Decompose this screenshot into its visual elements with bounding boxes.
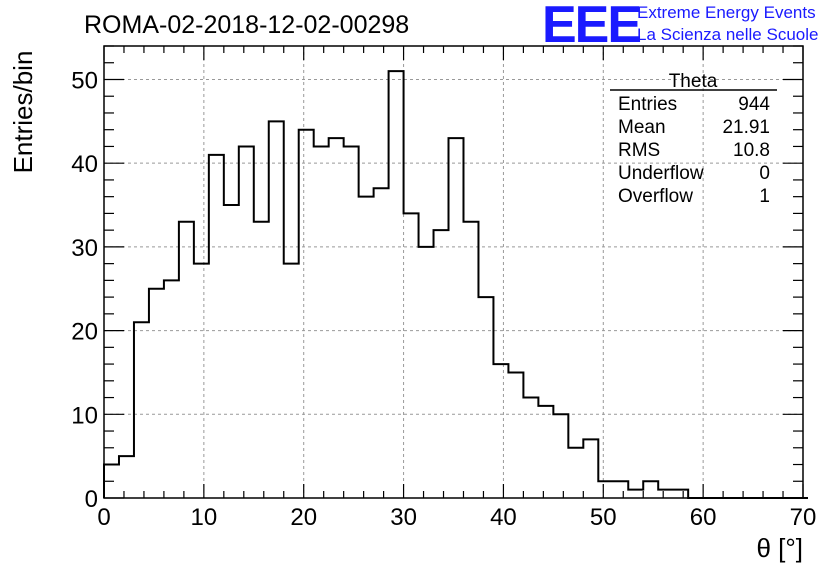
eee-logo: EEE bbox=[542, 0, 640, 54]
histogram-bar bbox=[149, 289, 164, 498]
logo-line-2: La Scienza nelle Scuole bbox=[637, 25, 818, 44]
x-tick-label: 60 bbox=[690, 504, 717, 531]
histogram-bar bbox=[314, 146, 329, 498]
histogram-bar bbox=[658, 490, 673, 498]
stats-box: Theta Entries 944 Mean 21.91 RMS 10.8 Underflo… bbox=[610, 71, 777, 207]
histogram-bar bbox=[538, 406, 553, 498]
y-tick-label: 20 bbox=[71, 319, 98, 346]
histogram-bar bbox=[463, 222, 478, 498]
histogram-bar bbox=[523, 398, 538, 498]
plot-frame bbox=[103, 45, 804, 499]
histogram-bar bbox=[329, 138, 344, 498]
stats-box-title: Theta bbox=[669, 71, 718, 92]
histogram-bar bbox=[553, 414, 568, 498]
stats-row-value: 944 bbox=[738, 94, 770, 115]
histogram-bar bbox=[389, 71, 404, 498]
x-tick-label: 20 bbox=[290, 504, 317, 531]
histogram-bar bbox=[493, 364, 508, 498]
x-tick-label: 30 bbox=[390, 504, 417, 531]
histogram-bar bbox=[583, 439, 598, 498]
histogram-bar bbox=[269, 121, 284, 498]
stats-row-label: Overflow bbox=[618, 186, 693, 207]
stats-row-label: RMS bbox=[618, 140, 660, 161]
stats-box-rows: Entries 944 Mean 21.91 RMS 10.8 Underflow 0 Over… bbox=[618, 94, 770, 207]
stats-row-value: 10.8 bbox=[733, 140, 770, 161]
histogram-bar bbox=[299, 130, 314, 498]
stats-row-label: Entries bbox=[618, 94, 677, 115]
histogram-bar bbox=[224, 205, 239, 498]
histogram-bar bbox=[628, 490, 643, 498]
histogram-bar bbox=[194, 264, 209, 498]
histogram-bar bbox=[239, 146, 254, 498]
histogram-bar bbox=[419, 247, 434, 498]
stats-row-value: 21.91 bbox=[722, 117, 770, 138]
stats-row-value: 1 bbox=[759, 186, 770, 207]
histogram-bar bbox=[434, 230, 449, 498]
y-tick-label: 10 bbox=[71, 402, 98, 429]
histogram-bar bbox=[119, 456, 134, 498]
histogram-bar bbox=[598, 481, 613, 498]
histogram-bar bbox=[344, 146, 359, 498]
x-tick-label: 70 bbox=[790, 504, 817, 531]
histogram-bar bbox=[673, 490, 688, 498]
histogram-bar bbox=[478, 297, 493, 498]
x-tick-label: 50 bbox=[590, 504, 617, 531]
histogram-bar bbox=[164, 280, 179, 498]
stats-row-value: 0 bbox=[759, 163, 770, 184]
histogram-bar bbox=[508, 372, 523, 498]
histogram-bars bbox=[104, 71, 688, 498]
y-tick-label: 30 bbox=[71, 235, 98, 262]
logo-line-1: Extreme Energy Events bbox=[637, 3, 816, 22]
chart-title: ROMA-02-2018-12-02-00298 bbox=[84, 11, 409, 39]
axis-ticks bbox=[103, 45, 804, 499]
histogram-bar bbox=[613, 481, 628, 498]
histogram-bar bbox=[359, 197, 374, 498]
x-tick-label: 0 bbox=[97, 504, 110, 531]
y-tick-label: 50 bbox=[71, 67, 98, 94]
y-axis-label: Entries/bin bbox=[8, 51, 38, 174]
histogram-bar bbox=[209, 155, 224, 498]
histogram-bar bbox=[568, 448, 583, 498]
stats-row-label: Underflow bbox=[618, 163, 704, 184]
histogram-bar bbox=[374, 188, 389, 498]
histogram-bar bbox=[284, 264, 299, 498]
x-tick-label: 40 bbox=[490, 504, 517, 531]
x-tick-label: 10 bbox=[191, 504, 218, 531]
histogram-bar bbox=[254, 222, 269, 498]
histogram-bar bbox=[643, 481, 658, 498]
histogram-bar bbox=[179, 222, 194, 498]
grid-lines bbox=[104, 46, 803, 498]
x-axis-label: θ [°] bbox=[756, 533, 803, 563]
histogram-bar bbox=[404, 213, 419, 498]
histogram-outline bbox=[103, 70, 808, 499]
histogram-bar bbox=[449, 138, 464, 498]
y-tick-label: 0 bbox=[85, 486, 98, 513]
histogram-bar bbox=[134, 322, 149, 498]
stats-row-label: Mean bbox=[618, 117, 666, 138]
y-tick-label: 40 bbox=[71, 151, 98, 178]
